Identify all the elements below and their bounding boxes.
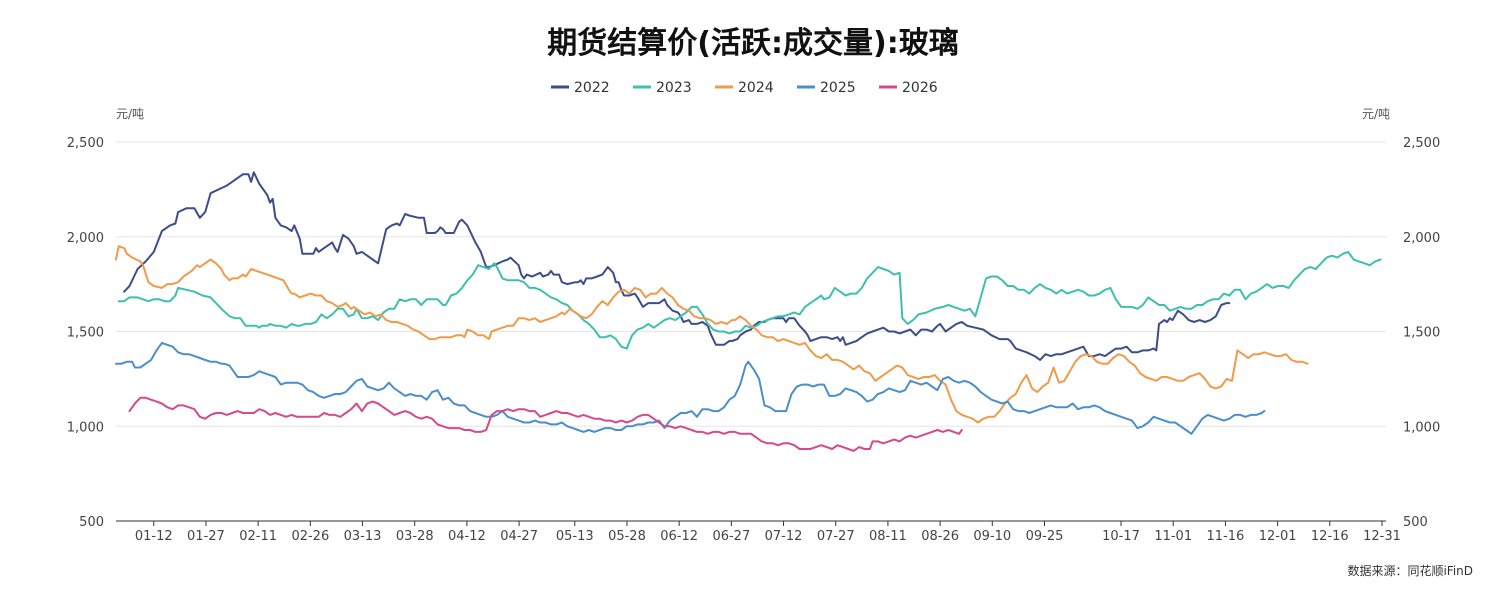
legend-item-2024[interactable]: 2024 [715,80,774,96]
y-tick-label-right: 2,500 [1403,136,1440,151]
x-tick-label: 06-12 [660,529,698,544]
legend-label: 2026 [902,80,938,96]
x-tick-label: 06-27 [712,529,750,544]
y-tick-label-right: 1,000 [1403,420,1440,435]
y-tick-label-right: 1,500 [1403,326,1440,341]
x-tick-label: 07-27 [817,529,855,544]
x-tick-label: 05-28 [608,529,646,544]
series-line-2024 [115,245,1309,424]
x-tick-label: 11-16 [1207,529,1245,544]
x-tick-label: 08-11 [869,529,907,544]
chart-title: 期货结算价(活跃:成交量):玻璃 [547,26,958,61]
legend[interactable]: 2022 2023 2024 2025 2026 [551,80,938,96]
x-tick-label: 01-27 [187,529,225,544]
legend-label: 2023 [656,80,692,96]
series-line-2026 [128,396,963,452]
legend-label: 2025 [820,80,856,96]
y-axis-left: 500 1,000 1,500 2,000 2,500 [67,136,104,530]
x-tick-label: 03-28 [396,529,434,544]
y-tick-label-left: 500 [79,515,104,530]
y-axis-unit-right: 元/吨 [1362,107,1390,121]
x-axis: 01-12 01-27 02-11 02-26 03-13 03-28 04-12 04-27… [135,521,1401,544]
x-tick-label: 12-16 [1311,529,1349,544]
y-tick-label-left: 1,000 [67,420,104,435]
y-tick-label-left: 1,500 [67,326,104,341]
y-axis-right: 500 1,000 1,500 2,000 2,500 [1403,136,1440,530]
legend-label: 2022 [574,80,610,96]
series-line-2022 [123,171,1231,361]
x-tick-label: 02-11 [239,529,277,544]
x-tick-label: 10-17 [1102,529,1140,544]
x-tick-label: 12-31 [1363,529,1401,544]
x-tick-label: 12-01 [1259,529,1297,544]
y-axis-unit-left: 元/吨 [116,107,144,121]
x-tick-label: 02-26 [291,529,329,544]
y-tick-label-right: 500 [1403,515,1428,530]
y-tick-label-left: 2,000 [67,231,104,246]
x-tick-label: 04-27 [500,529,538,544]
x-tick-label: 11-01 [1154,529,1192,544]
series-line-2023 [117,250,1382,350]
legend-item-2022[interactable]: 2022 [551,80,610,96]
x-tick-label: 04-12 [448,529,486,544]
legend-item-2026[interactable]: 2026 [879,80,938,96]
legend-item-2025[interactable]: 2025 [797,80,856,96]
y-tick-label-left: 2,500 [67,136,104,151]
x-tick-label: 08-26 [921,529,959,544]
legend-label: 2024 [738,80,774,96]
x-tick-label: 09-10 [973,529,1011,544]
gridlines [116,141,1386,427]
y-tick-label-right: 2,000 [1403,231,1440,246]
legend-item-2023[interactable]: 2023 [633,80,692,96]
x-tick-label: 09-25 [1026,529,1064,544]
source-label: 数据来源：同花顺iFinD [1347,563,1473,578]
x-tick-label: 03-13 [344,529,382,544]
x-tick-label: 05-13 [556,529,594,544]
series-line-2025 [115,341,1266,435]
x-tick-label: 07-12 [765,529,803,544]
x-tick-label: 01-12 [135,529,173,544]
series-lines [115,171,1382,452]
